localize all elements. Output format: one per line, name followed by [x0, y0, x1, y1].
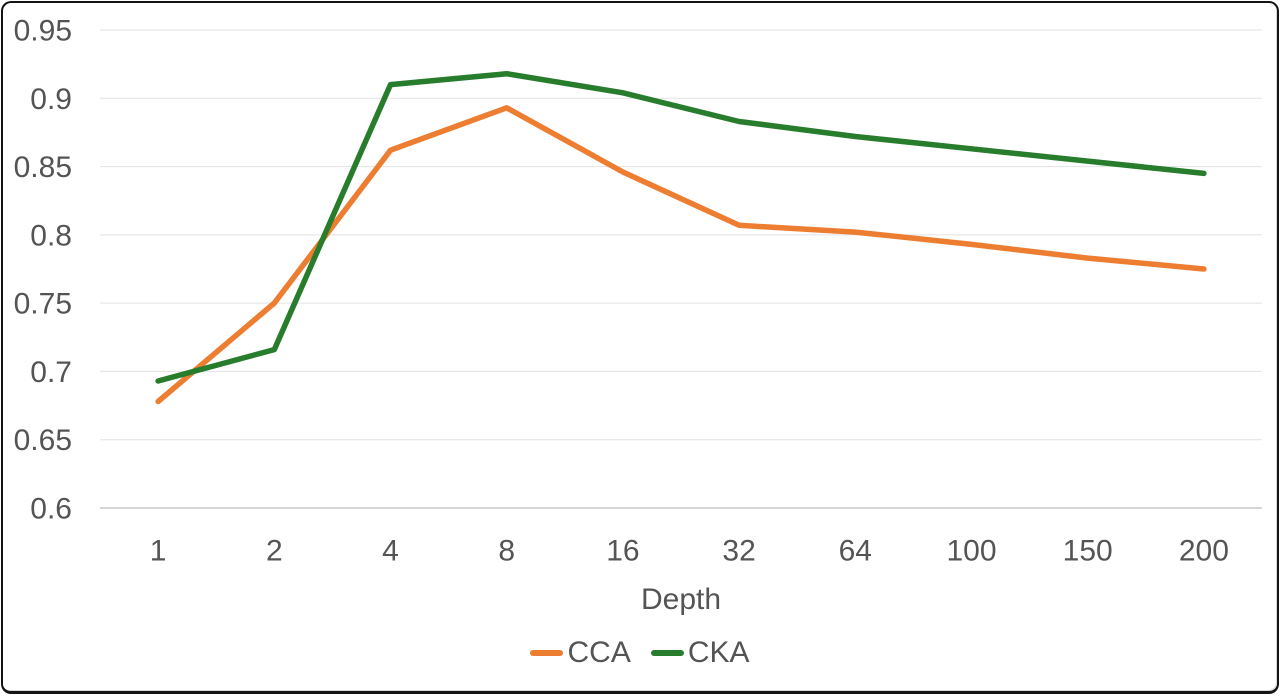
y-tick-label: 0.75	[14, 288, 72, 321]
cca-line-swatch	[530, 650, 564, 656]
legend-label-cca: CCA	[567, 636, 631, 669]
y-tick-label: 0.6	[30, 493, 72, 526]
legend-item-cka: CKA	[650, 636, 750, 669]
x-tick-label: 100	[946, 535, 996, 568]
y-tick-label: 0.7	[30, 356, 72, 389]
x-tick-label: 32	[722, 535, 755, 568]
legend-item-cca: CCA	[530, 636, 631, 669]
series-line-cka	[155, 70, 1207, 384]
y-tick-label: 0.85	[14, 151, 72, 184]
x-tick-label: 64	[839, 535, 872, 568]
x-tick-label: 8	[498, 535, 515, 568]
legend-label-cka: CKA	[687, 636, 750, 669]
x-tick-label: 2	[266, 535, 283, 568]
y-tick-label: 0.8	[30, 219, 72, 252]
y-tick-label: 0.9	[30, 83, 72, 116]
x-tick-label: 4	[382, 535, 399, 568]
x-axis-title: Depth	[640, 583, 722, 616]
x-tick-label: 150	[1063, 535, 1113, 568]
x-tick-label: 200	[1179, 535, 1229, 568]
legend: CCA CKA	[0, 638, 1280, 668]
y-tick-label: 0.65	[14, 424, 72, 457]
y-tick-label: 0.95	[14, 15, 72, 48]
x-tick-label: 16	[606, 535, 639, 568]
cka-line-swatch	[650, 650, 684, 656]
x-tick-label: 1	[150, 535, 167, 568]
series-line-cca	[155, 105, 1207, 405]
